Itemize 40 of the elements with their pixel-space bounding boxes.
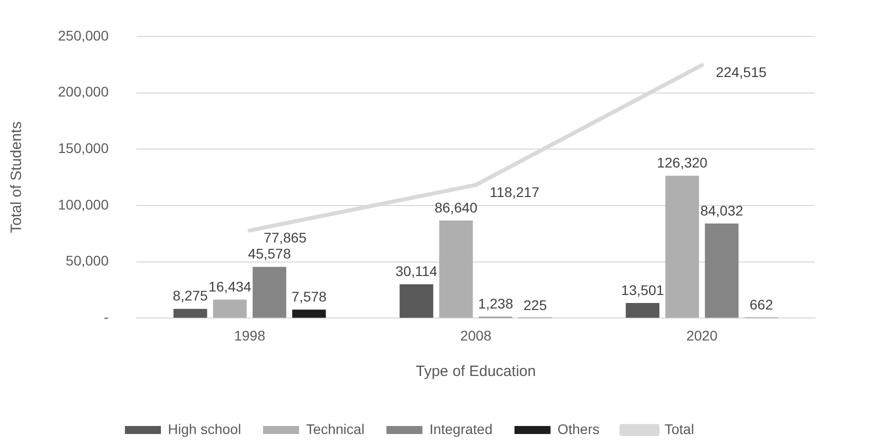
bar (665, 176, 699, 318)
data-label: 1,238 (478, 296, 514, 312)
y-tick-label: 250,000 (58, 27, 109, 44)
bar (173, 308, 208, 318)
bar (213, 300, 247, 318)
y-tick-label: 100,000 (58, 196, 109, 212)
legend-label: Others (557, 420, 600, 437)
x-tick-label: 2020 (686, 327, 718, 344)
bar (704, 223, 739, 318)
legend-label: Technical (306, 420, 364, 437)
data-label: 118,217 (490, 184, 540, 200)
data-label: 225 (523, 296, 548, 313)
data-label: 30,114 (396, 263, 438, 280)
data-label: 126,320 (656, 154, 708, 171)
bar (292, 310, 326, 318)
data-label: 662 (750, 296, 774, 312)
legend-label: Total (664, 420, 694, 437)
data-label: 84,032 (700, 202, 744, 218)
legend-label: High school (168, 420, 242, 437)
y-axis-title: Total of Students (8, 121, 26, 234)
legend-label: Integrated (429, 420, 493, 437)
y-tick-label: - (104, 309, 109, 326)
data-label: 13,501 (621, 282, 664, 298)
data-label: 7,578 (292, 288, 327, 305)
x-axis-title: Type of Education (416, 363, 536, 380)
data-label: 86,640 (434, 199, 478, 216)
bar (439, 220, 473, 318)
bar (626, 302, 660, 318)
x-tick-label: 2008 (460, 327, 492, 344)
data-label: 224,515 (716, 64, 767, 80)
y-tick-label: 200,000 (58, 84, 109, 100)
data-label: 45,578 (248, 246, 292, 262)
y-tick-label: 150,000 (58, 140, 109, 156)
data-label: 8,275 (172, 288, 208, 304)
bar (252, 266, 286, 318)
x-tick-label: 1998 (234, 327, 266, 344)
y-tick-label: 50,000 (66, 252, 109, 269)
bar (400, 284, 434, 318)
data-label: 77,865 (264, 229, 307, 246)
data-label: 16,434 (208, 278, 252, 295)
